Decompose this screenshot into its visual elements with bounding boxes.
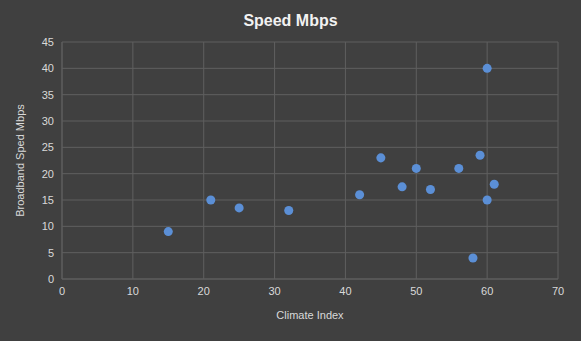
svg-text:25: 25 [42,141,54,153]
svg-text:50: 50 [410,285,422,297]
svg-text:10: 10 [42,220,54,232]
svg-text:60: 60 [481,285,493,297]
svg-text:30: 30 [268,285,280,297]
svg-text:Climate Index: Climate Index [276,309,344,321]
svg-text:40: 40 [339,285,351,297]
svg-text:40: 40 [42,62,54,74]
svg-text:15: 15 [42,194,54,206]
svg-text:5: 5 [48,247,54,259]
svg-text:10: 10 [127,285,139,297]
svg-text:30: 30 [42,115,54,127]
svg-text:70: 70 [552,285,564,297]
svg-text:20: 20 [198,285,210,297]
svg-text:45: 45 [42,36,54,48]
svg-text:Broadband Sped Mbps: Broadband Sped Mbps [14,104,26,217]
svg-text:35: 35 [42,89,54,101]
svg-text:20: 20 [42,168,54,180]
html-text:Speed Mbps: Speed Mbps [243,12,338,29]
svg-text:0: 0 [48,273,54,285]
svg-text:0: 0 [59,285,65,297]
